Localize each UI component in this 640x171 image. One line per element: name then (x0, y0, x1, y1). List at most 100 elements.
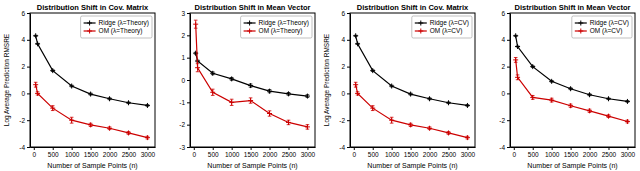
marker (427, 126, 432, 131)
legend: Ridge (λ=CV)OM (λ=CV) (412, 16, 472, 38)
y-tick-label: -2 (19, 117, 25, 124)
legend-item: Ridge (λ=Theory) (84, 19, 149, 27)
x-tick: 2500 (122, 147, 137, 158)
error-bar (531, 96, 535, 100)
y-tick: 3 (181, 10, 190, 17)
legend-item: OM (λ=Theory) (84, 27, 143, 35)
y-tick-label: 4 (21, 36, 25, 43)
legend-label: Ridge (λ=CV) (430, 19, 469, 27)
y-tick-label: 2 (341, 63, 345, 70)
marker (530, 95, 535, 100)
y-tick-label: -2 (339, 117, 345, 124)
x-tick-label: 2500 (602, 151, 617, 158)
x-axis-title: Number of Sample Points (n) (367, 162, 457, 170)
y-tick: 2 (341, 63, 350, 70)
title: Distribution Shift in Cov. Matrix (37, 3, 149, 12)
series-line (36, 36, 148, 106)
x-tick-label: 3000 (461, 151, 476, 158)
marker (549, 79, 554, 84)
y-tick-label: 3 (181, 10, 185, 17)
y-tick: 4 (501, 36, 510, 43)
marker (353, 33, 358, 38)
y-tick-label: 2 (501, 63, 505, 70)
x-tick-label: 500 (528, 151, 539, 158)
y-axis: -3-2-10123 (179, 10, 190, 151)
y-tick: -4 (19, 144, 30, 151)
x-tick-label: 500 (48, 151, 59, 158)
x-tick: 3000 (461, 147, 476, 158)
error-bar (51, 106, 55, 111)
marker (389, 118, 394, 123)
x-tick-label: 2000 (263, 151, 278, 158)
legend-marker (87, 29, 92, 34)
y-tick-label: 4 (501, 36, 505, 43)
y-axis: -4-20246 (339, 10, 350, 151)
error-bar (194, 20, 198, 28)
marker (568, 86, 573, 91)
marker (530, 64, 535, 69)
y-axis-title: Log Average Prediction RMSRE (3, 33, 11, 126)
marker (126, 100, 131, 105)
series-line (516, 60, 628, 122)
y-tick-label: 2 (21, 63, 25, 70)
x-tick: 500 (208, 147, 219, 158)
marker (515, 75, 520, 80)
marker (193, 22, 198, 27)
x-tick-label: 3000 (621, 151, 636, 158)
marker (370, 106, 375, 111)
marker (355, 91, 360, 96)
error-bar (287, 120, 291, 124)
y-tick: 2 (501, 63, 510, 70)
x-tick-label: 1500 (244, 151, 259, 158)
error-bar (249, 98, 253, 103)
y-tick: 6 (501, 10, 510, 17)
legend-box (572, 16, 632, 38)
y-tick: -3 (179, 144, 190, 151)
title: Distribution Shift in Cov. Matrix (357, 3, 469, 12)
title: Distribution Shift in Mean Vector (515, 3, 631, 12)
y-tick: 6 (341, 10, 350, 17)
error-bar (306, 125, 310, 129)
y-tick: 1 (181, 54, 190, 61)
x-axis: 050010001500200025003000 (511, 147, 636, 158)
plot-frame (190, 13, 315, 147)
y-tick: 2 (181, 32, 190, 39)
marker (513, 57, 518, 62)
y-tick-label: 2 (181, 32, 185, 39)
x-tick: 3000 (301, 147, 316, 158)
marker (267, 111, 272, 116)
marker (126, 130, 131, 135)
marker (606, 114, 611, 119)
legend-item: OM (λ=CV) (575, 27, 623, 35)
series-line (356, 85, 468, 138)
error-bar (354, 82, 358, 87)
x-tick: 1500 (84, 147, 99, 158)
marker (229, 76, 234, 81)
series (513, 33, 630, 104)
legend-label: Ridge (λ=Theory) (259, 19, 309, 27)
x-tick-label: 0 (352, 151, 356, 158)
plot-frame (350, 13, 475, 147)
error-bar (249, 84, 253, 87)
y-tick-label: -1 (179, 99, 185, 106)
legend-label: Ridge (λ=Theory) (99, 19, 149, 27)
marker (88, 92, 93, 97)
x-tick-label: 1000 (65, 151, 80, 158)
marker (50, 68, 55, 73)
marker (355, 41, 360, 46)
series (193, 51, 310, 99)
marker (229, 100, 234, 105)
x-axis-title: Number of Sample Points (n) (527, 162, 617, 170)
marker (625, 99, 630, 104)
y-tick: 0 (501, 90, 510, 97)
x-tick-label: 1500 (84, 151, 99, 158)
legend-box (241, 16, 312, 38)
panel: 050010001500200025003000-4-20246Distribu… (323, 3, 476, 170)
x-tick: 2000 (263, 147, 278, 158)
marker (625, 119, 630, 124)
series-line (516, 36, 628, 102)
legend-label: OM (λ=CV) (590, 27, 623, 35)
y-tick: 6 (21, 10, 30, 17)
x-tick-label: 500 (368, 151, 379, 158)
error-bar (34, 82, 38, 87)
